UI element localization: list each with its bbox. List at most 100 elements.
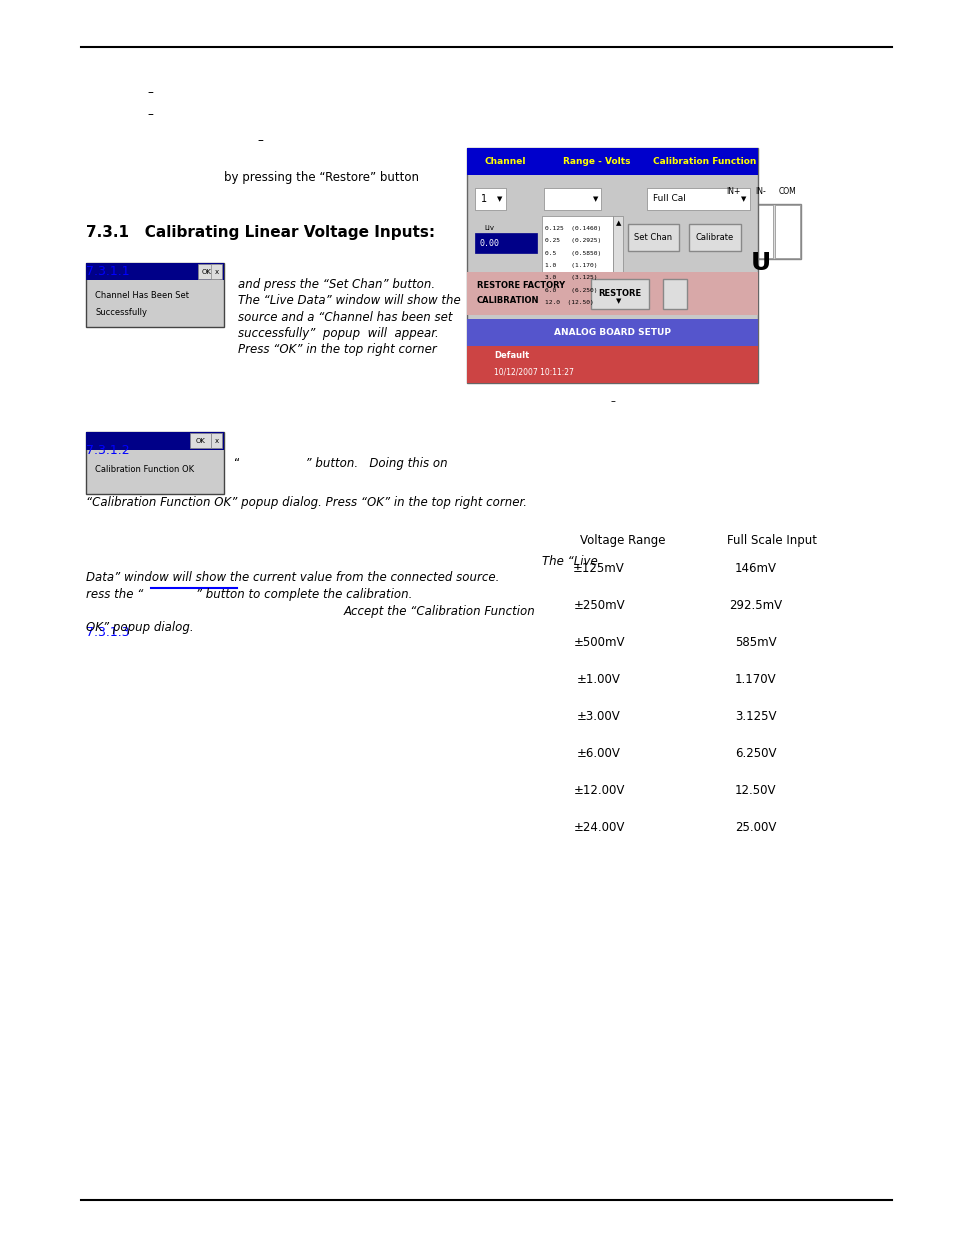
- Text: ±12.00V: ±12.00V: [573, 784, 624, 797]
- Text: 0.00: 0.00: [479, 238, 499, 248]
- FancyBboxPatch shape: [86, 263, 224, 327]
- Text: RESTORE FACTORY: RESTORE FACTORY: [476, 282, 564, 290]
- FancyBboxPatch shape: [775, 205, 800, 258]
- Text: ress the “              ” button to complete the calibration.: ress the “ ” button to complete the cali…: [86, 588, 412, 600]
- Text: successfully”  popup  will  appear.: successfully” popup will appear.: [238, 327, 438, 340]
- Text: 0.125  (0.1460): 0.125 (0.1460): [544, 226, 600, 231]
- Text: RESTORE: RESTORE: [598, 289, 641, 299]
- Text: 7.3.1.3: 7.3.1.3: [86, 626, 130, 638]
- FancyBboxPatch shape: [467, 319, 758, 346]
- Text: ▼: ▼: [615, 299, 620, 304]
- FancyBboxPatch shape: [662, 279, 686, 309]
- Text: –: –: [148, 86, 153, 99]
- Text: Calibration Function OK: Calibration Function OK: [95, 464, 194, 474]
- Text: 7.3.1.2: 7.3.1.2: [86, 445, 130, 457]
- FancyBboxPatch shape: [613, 216, 622, 309]
- Text: “Calibration Function OK” popup dialog. Press “OK” in the top right corner.: “Calibration Function OK” popup dialog. …: [86, 496, 526, 509]
- FancyBboxPatch shape: [720, 204, 801, 259]
- Text: Calibrate: Calibrate: [695, 232, 734, 242]
- Text: Full Scale Input: Full Scale Input: [726, 535, 816, 547]
- Text: ±500mV: ±500mV: [573, 636, 624, 648]
- Text: Accept the “Calibration Function: Accept the “Calibration Function: [343, 605, 535, 618]
- Text: IN-: IN-: [755, 188, 765, 196]
- FancyBboxPatch shape: [747, 205, 773, 258]
- Text: Default: Default: [494, 351, 529, 361]
- Text: 1.0    (1.170): 1.0 (1.170): [544, 263, 597, 268]
- Text: 6.0    (6.250): 6.0 (6.250): [544, 288, 597, 293]
- FancyBboxPatch shape: [720, 205, 745, 258]
- Text: ±125mV: ±125mV: [573, 562, 624, 574]
- FancyBboxPatch shape: [688, 224, 740, 251]
- FancyBboxPatch shape: [86, 432, 224, 494]
- Text: –: –: [257, 135, 263, 147]
- Text: 7.3.1   Calibrating Linear Voltage Inputs:: 7.3.1 Calibrating Linear Voltage Inputs:: [86, 225, 435, 240]
- FancyBboxPatch shape: [467, 148, 758, 383]
- Text: IN+: IN+: [726, 188, 740, 196]
- Text: Channel: Channel: [484, 157, 526, 167]
- Text: 585mV: 585mV: [734, 636, 776, 648]
- Text: U: U: [750, 252, 770, 275]
- Text: Full Cal: Full Cal: [652, 194, 684, 204]
- Text: Calibration Function: Calibration Function: [653, 157, 756, 167]
- Text: ▲: ▲: [615, 221, 620, 226]
- Text: The “Live Data” window will show the: The “Live Data” window will show the: [238, 294, 460, 306]
- Text: 3.125V: 3.125V: [734, 710, 776, 722]
- Text: 3.0    (3.125): 3.0 (3.125): [544, 275, 597, 280]
- Text: Liv: Liv: [484, 226, 494, 231]
- Text: ±24.00V: ±24.00V: [573, 821, 624, 834]
- Text: Successfully: Successfully: [95, 308, 148, 317]
- Text: 0.25   (0.2925): 0.25 (0.2925): [544, 238, 600, 243]
- Text: ±250mV: ±250mV: [573, 599, 624, 611]
- Text: 0.5    (0.5850): 0.5 (0.5850): [544, 251, 600, 256]
- FancyBboxPatch shape: [467, 148, 758, 175]
- FancyBboxPatch shape: [646, 188, 749, 210]
- FancyBboxPatch shape: [475, 233, 537, 253]
- Text: 6.250V: 6.250V: [734, 747, 776, 760]
- Text: –: –: [148, 109, 153, 121]
- Text: ▼: ▼: [740, 196, 746, 201]
- FancyBboxPatch shape: [211, 433, 222, 448]
- Text: OK: OK: [202, 269, 212, 274]
- Text: 10/12/2007 10:11:27: 10/12/2007 10:11:27: [494, 367, 574, 377]
- FancyBboxPatch shape: [541, 216, 613, 309]
- Text: Set Chan: Set Chan: [634, 232, 672, 242]
- Text: Range - Volts: Range - Volts: [562, 157, 630, 167]
- Text: 12.0  (12.50): 12.0 (12.50): [544, 300, 593, 305]
- Text: –: –: [610, 396, 615, 406]
- Text: Data” window will show the current value from the connected source.: Data” window will show the current value…: [86, 572, 498, 584]
- FancyBboxPatch shape: [475, 188, 505, 210]
- FancyBboxPatch shape: [190, 433, 211, 448]
- Text: ” button.   Doing this on: ” button. Doing this on: [253, 457, 447, 469]
- Text: OK: OK: [195, 438, 205, 443]
- Text: Channel Has Been Set: Channel Has Been Set: [95, 290, 190, 300]
- Text: 1.170V: 1.170V: [734, 673, 776, 685]
- Text: Press “OK” in the top right corner: Press “OK” in the top right corner: [238, 343, 436, 356]
- Text: source and a “Channel has been set: source and a “Channel has been set: [238, 311, 453, 324]
- Text: COM: COM: [779, 188, 796, 196]
- Text: 1: 1: [480, 194, 486, 204]
- Text: The “Live: The “Live: [541, 556, 597, 568]
- FancyBboxPatch shape: [198, 264, 219, 279]
- Text: 25.00V: 25.00V: [734, 821, 776, 834]
- FancyBboxPatch shape: [543, 188, 600, 210]
- FancyBboxPatch shape: [627, 224, 679, 251]
- Text: 7.3.1.1: 7.3.1.1: [86, 266, 130, 278]
- FancyBboxPatch shape: [211, 264, 222, 279]
- Text: “: “: [233, 457, 239, 469]
- Text: ±6.00V: ±6.00V: [577, 747, 620, 760]
- Text: CALIBRATION: CALIBRATION: [476, 296, 539, 305]
- Text: ANALOG BOARD SETUP: ANALOG BOARD SETUP: [554, 327, 671, 337]
- FancyBboxPatch shape: [467, 346, 758, 383]
- FancyBboxPatch shape: [86, 263, 224, 280]
- Text: 146mV: 146mV: [734, 562, 776, 574]
- Text: x: x: [214, 438, 218, 443]
- Text: ▼: ▼: [497, 196, 502, 201]
- Text: Voltage Range: Voltage Range: [579, 535, 665, 547]
- Text: x: x: [214, 269, 218, 274]
- Text: and press the “Set Chan” button.: and press the “Set Chan” button.: [238, 278, 436, 290]
- Text: by pressing the “Restore” button: by pressing the “Restore” button: [224, 172, 418, 184]
- Text: ±3.00V: ±3.00V: [577, 710, 620, 722]
- Text: 12.50V: 12.50V: [734, 784, 776, 797]
- FancyBboxPatch shape: [86, 432, 224, 450]
- FancyBboxPatch shape: [467, 272, 758, 315]
